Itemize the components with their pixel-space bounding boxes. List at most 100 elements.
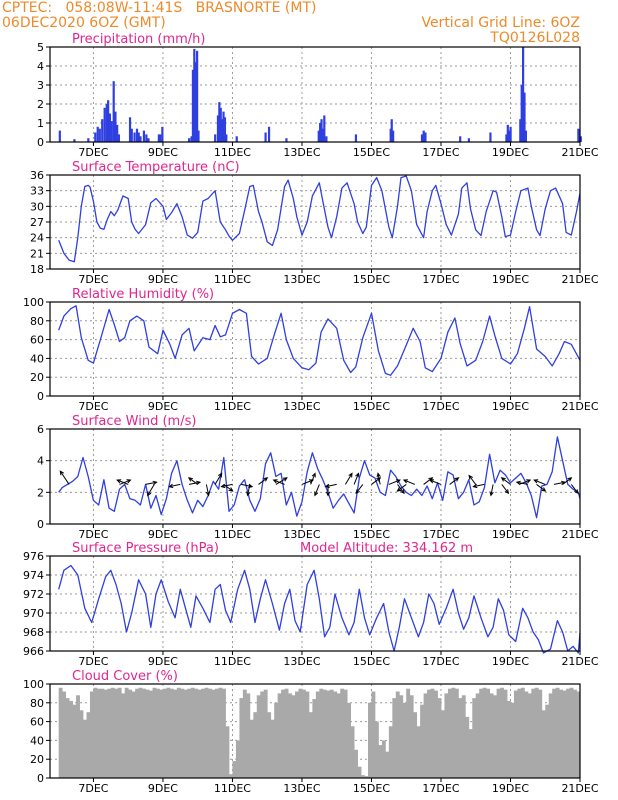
x-tick-label: 9DEC	[148, 146, 178, 159]
cloud-bar	[76, 695, 80, 778]
wind-vector	[534, 479, 546, 485]
cloud-bar	[562, 690, 567, 778]
x-tick-label: 17DEC	[422, 400, 459, 413]
cloud-bar	[357, 766, 362, 778]
cloud-bar	[128, 689, 133, 778]
wind-vector	[388, 479, 401, 485]
x-tick-label: 13DEC	[283, 528, 320, 541]
cloud-bar	[371, 691, 376, 778]
x-tick-label: 11DEC	[214, 528, 251, 541]
cloud-bar	[416, 726, 421, 778]
y-tick-label: 40	[30, 352, 44, 365]
wind-series-line	[58, 436, 581, 519]
precip-bar	[194, 62, 197, 143]
y-tick-label: 0	[37, 518, 44, 531]
wind-vector-head	[348, 472, 353, 478]
y-tick-label: 6	[37, 423, 44, 436]
cloud-bar	[295, 691, 299, 778]
y-tick-label: 0	[37, 772, 44, 785]
y-tick-label: 20	[30, 371, 44, 384]
precip-bar	[323, 115, 326, 142]
y-tick-label: 970	[23, 607, 44, 620]
precip-bar	[137, 132, 140, 142]
precip-bar	[216, 115, 220, 142]
wind-vector-head	[195, 480, 202, 486]
y-tick-label: 33	[30, 185, 44, 198]
y-tick-label: 0	[37, 390, 44, 403]
run-date: 06DEC2020 6OZ (GMT)	[2, 15, 166, 31]
wind-vector-head	[282, 477, 288, 482]
cloud-bar	[121, 693, 126, 778]
cloud-bar	[322, 689, 327, 778]
x-tick-label: 21DEC	[561, 655, 598, 668]
cloud-bar	[555, 687, 560, 778]
wind-vector-head	[220, 483, 226, 489]
cloud-bar	[420, 704, 425, 778]
wind-vector-head	[395, 479, 401, 484]
wind-frame	[49, 428, 581, 525]
precip-bar	[112, 81, 115, 142]
wind-vector	[205, 484, 210, 496]
precip-bar	[509, 126, 512, 142]
cloud-bar	[277, 693, 282, 778]
precip-bar	[218, 102, 221, 142]
cloud-bar	[406, 688, 411, 778]
wind-vector-head	[168, 483, 174, 489]
y-tick-label: 60	[30, 716, 44, 729]
x-tick-label: 13DEC	[283, 655, 320, 668]
precip-bar	[108, 113, 111, 142]
precip-bar	[505, 134, 508, 142]
wind-vector-head	[533, 479, 539, 484]
precip-bar	[161, 126, 164, 142]
x-tick-label: 15DEC	[353, 782, 390, 795]
wind-vector	[353, 473, 359, 485]
wind-vector	[516, 481, 528, 485]
precip-bar	[317, 130, 320, 142]
precip-bar	[285, 138, 288, 142]
cloud-bar	[222, 688, 226, 778]
cloud-bar	[458, 698, 463, 778]
cloud-bar	[576, 691, 581, 778]
wind-vector-head	[472, 483, 478, 489]
precip-bar	[159, 134, 162, 142]
cloud-bar	[534, 687, 539, 778]
precip-bar	[58, 130, 61, 142]
cloud-bar	[281, 689, 285, 778]
wind-vector-head	[376, 472, 381, 478]
press-series-line	[58, 564, 581, 654]
cloud-bar	[228, 774, 233, 778]
cloud-title: Cloud Cover (%)	[72, 669, 178, 684]
precip-bar	[222, 111, 225, 142]
cloud-bar	[486, 688, 491, 778]
cloud-bar	[239, 698, 244, 778]
wind-vector-head	[400, 489, 405, 495]
cloud-bar	[573, 689, 577, 778]
cloud-bar	[545, 704, 550, 778]
y-tick-label: 36	[30, 169, 44, 182]
cloud-bar	[482, 687, 487, 778]
cloud-bar	[510, 702, 515, 778]
cloud-bar	[246, 693, 251, 778]
wind-vector	[273, 479, 285, 485]
cloud-bar	[166, 687, 171, 778]
cloud-bar	[461, 695, 466, 778]
precip-bar	[191, 69, 195, 142]
y-tick-label: 0	[37, 136, 44, 149]
x-tick-label: 9DEC	[148, 528, 178, 541]
wind-vector	[468, 475, 477, 485]
precip-bar	[264, 132, 267, 142]
cloud-bar	[402, 702, 407, 778]
wind-vector	[258, 477, 268, 485]
precip-bar	[188, 138, 191, 142]
wind-vector-head	[567, 477, 573, 482]
wind-vector	[325, 483, 337, 488]
precip-bar	[520, 85, 523, 142]
cloud-bar	[211, 689, 216, 778]
wind-vector	[145, 481, 157, 485]
y-tick-label: 966	[23, 645, 44, 658]
x-tick-label: 7DEC	[78, 146, 108, 159]
wind-vector	[117, 479, 129, 485]
precip-bar	[524, 130, 527, 142]
cloud-bar	[86, 712, 91, 778]
